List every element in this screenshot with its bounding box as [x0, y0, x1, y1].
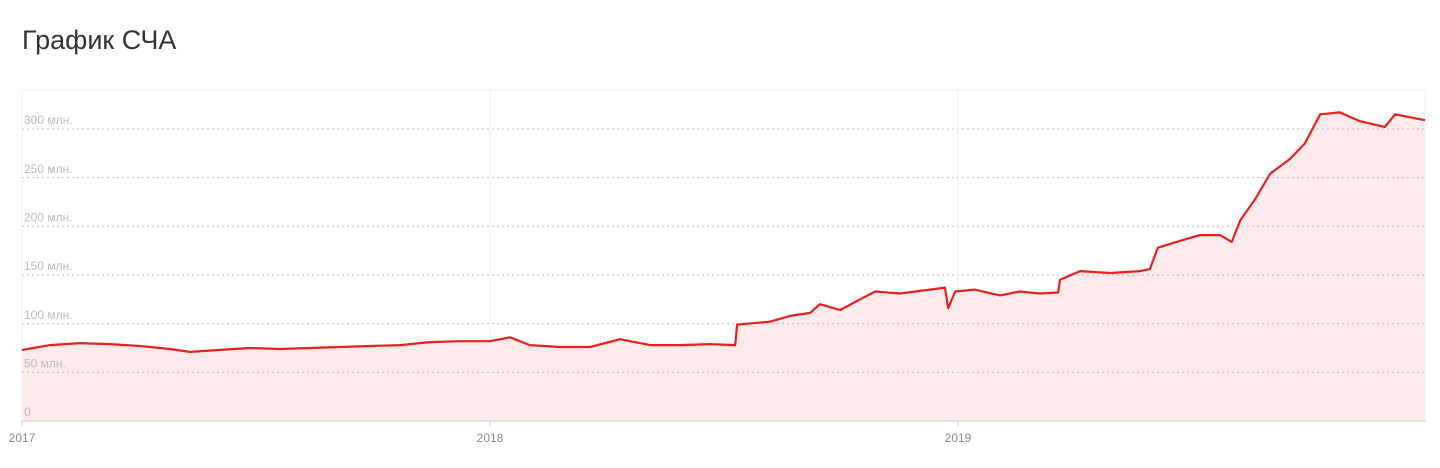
y-tick-label: 50 млн. [24, 356, 66, 370]
y-tick-label: 200 млн. [24, 210, 73, 224]
y-tick-label: 100 млн. [24, 308, 73, 322]
chart-title: График СЧА [22, 25, 176, 55]
x-tick-label: 2018 [477, 431, 504, 445]
y-tick-label: 0 [24, 405, 31, 419]
y-tick-label: 150 млн. [24, 259, 73, 273]
y-tick-label: 250 млн. [24, 162, 73, 176]
y-tick-label: 300 млн. [24, 113, 73, 127]
x-tick-label: 2019 [945, 431, 972, 445]
x-tick-label: 2017 [9, 431, 36, 445]
area-fill [22, 112, 1426, 422]
series-line [21, 111, 1426, 353]
